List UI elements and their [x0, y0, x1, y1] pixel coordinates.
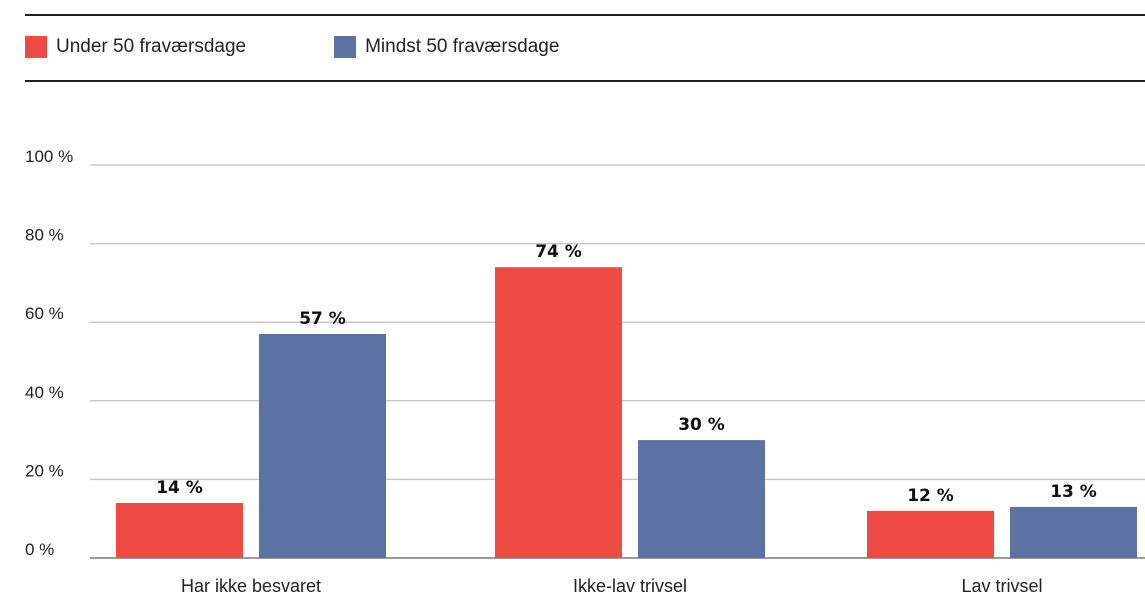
data-label: 12 % — [907, 486, 954, 506]
bar-mindst-50-3 — [1010, 506, 1137, 558]
y-tick-label: 0 % — [25, 540, 54, 559]
legend-label-under-50: Under 50 fraværsdage — [56, 36, 247, 57]
category-label: Har ikke besvaret — [181, 576, 321, 595]
bar-layer — [116, 267, 1137, 558]
legend-swatch-under-50 — [25, 36, 47, 58]
y-tick-label: 100 % — [25, 147, 73, 166]
data-label: 30 % — [678, 415, 725, 435]
data-label: 57 % — [299, 309, 346, 329]
bar-under-50-1 — [116, 502, 243, 558]
y-tick-label: 80 % — [25, 226, 64, 245]
data-label: 74 % — [535, 242, 582, 262]
data-label: 14 % — [156, 478, 203, 498]
bar-mindst-50-1 — [259, 333, 386, 558]
bar-mindst-50-2 — [638, 440, 765, 558]
y-tick-label: 20 % — [25, 461, 64, 480]
legend-item-under-50: Under 50 fraværsdage — [25, 36, 246, 58]
category-label: Ikke-lav trivsel — [573, 576, 687, 595]
y-tick-label: 40 % — [25, 383, 64, 402]
data-label: 13 % — [1050, 482, 1097, 502]
legend: Under 50 fraværsdage Mindst 50 fraværsda… — [25, 34, 647, 60]
y-tick-label: 60 % — [25, 304, 64, 323]
label-layer: 0 % 20 % 40 % 60 % 80 % 100 % 14 % 57 % Har ikke… — [25, 147, 1097, 595]
legend-bottom-rule — [25, 80, 1145, 82]
category-label: Lav trivsel — [961, 576, 1042, 595]
bar-under-50-2 — [495, 267, 622, 558]
legend-label-mindst-50: Mindst 50 fraværsdage — [365, 36, 560, 57]
legend-swatch-mindst-50 — [334, 36, 357, 58]
top-rule — [25, 14, 1145, 16]
legend-item-mindst-50: Mindst 50 fraværsdage — [334, 36, 559, 58]
bar-under-50-3 — [867, 510, 994, 558]
